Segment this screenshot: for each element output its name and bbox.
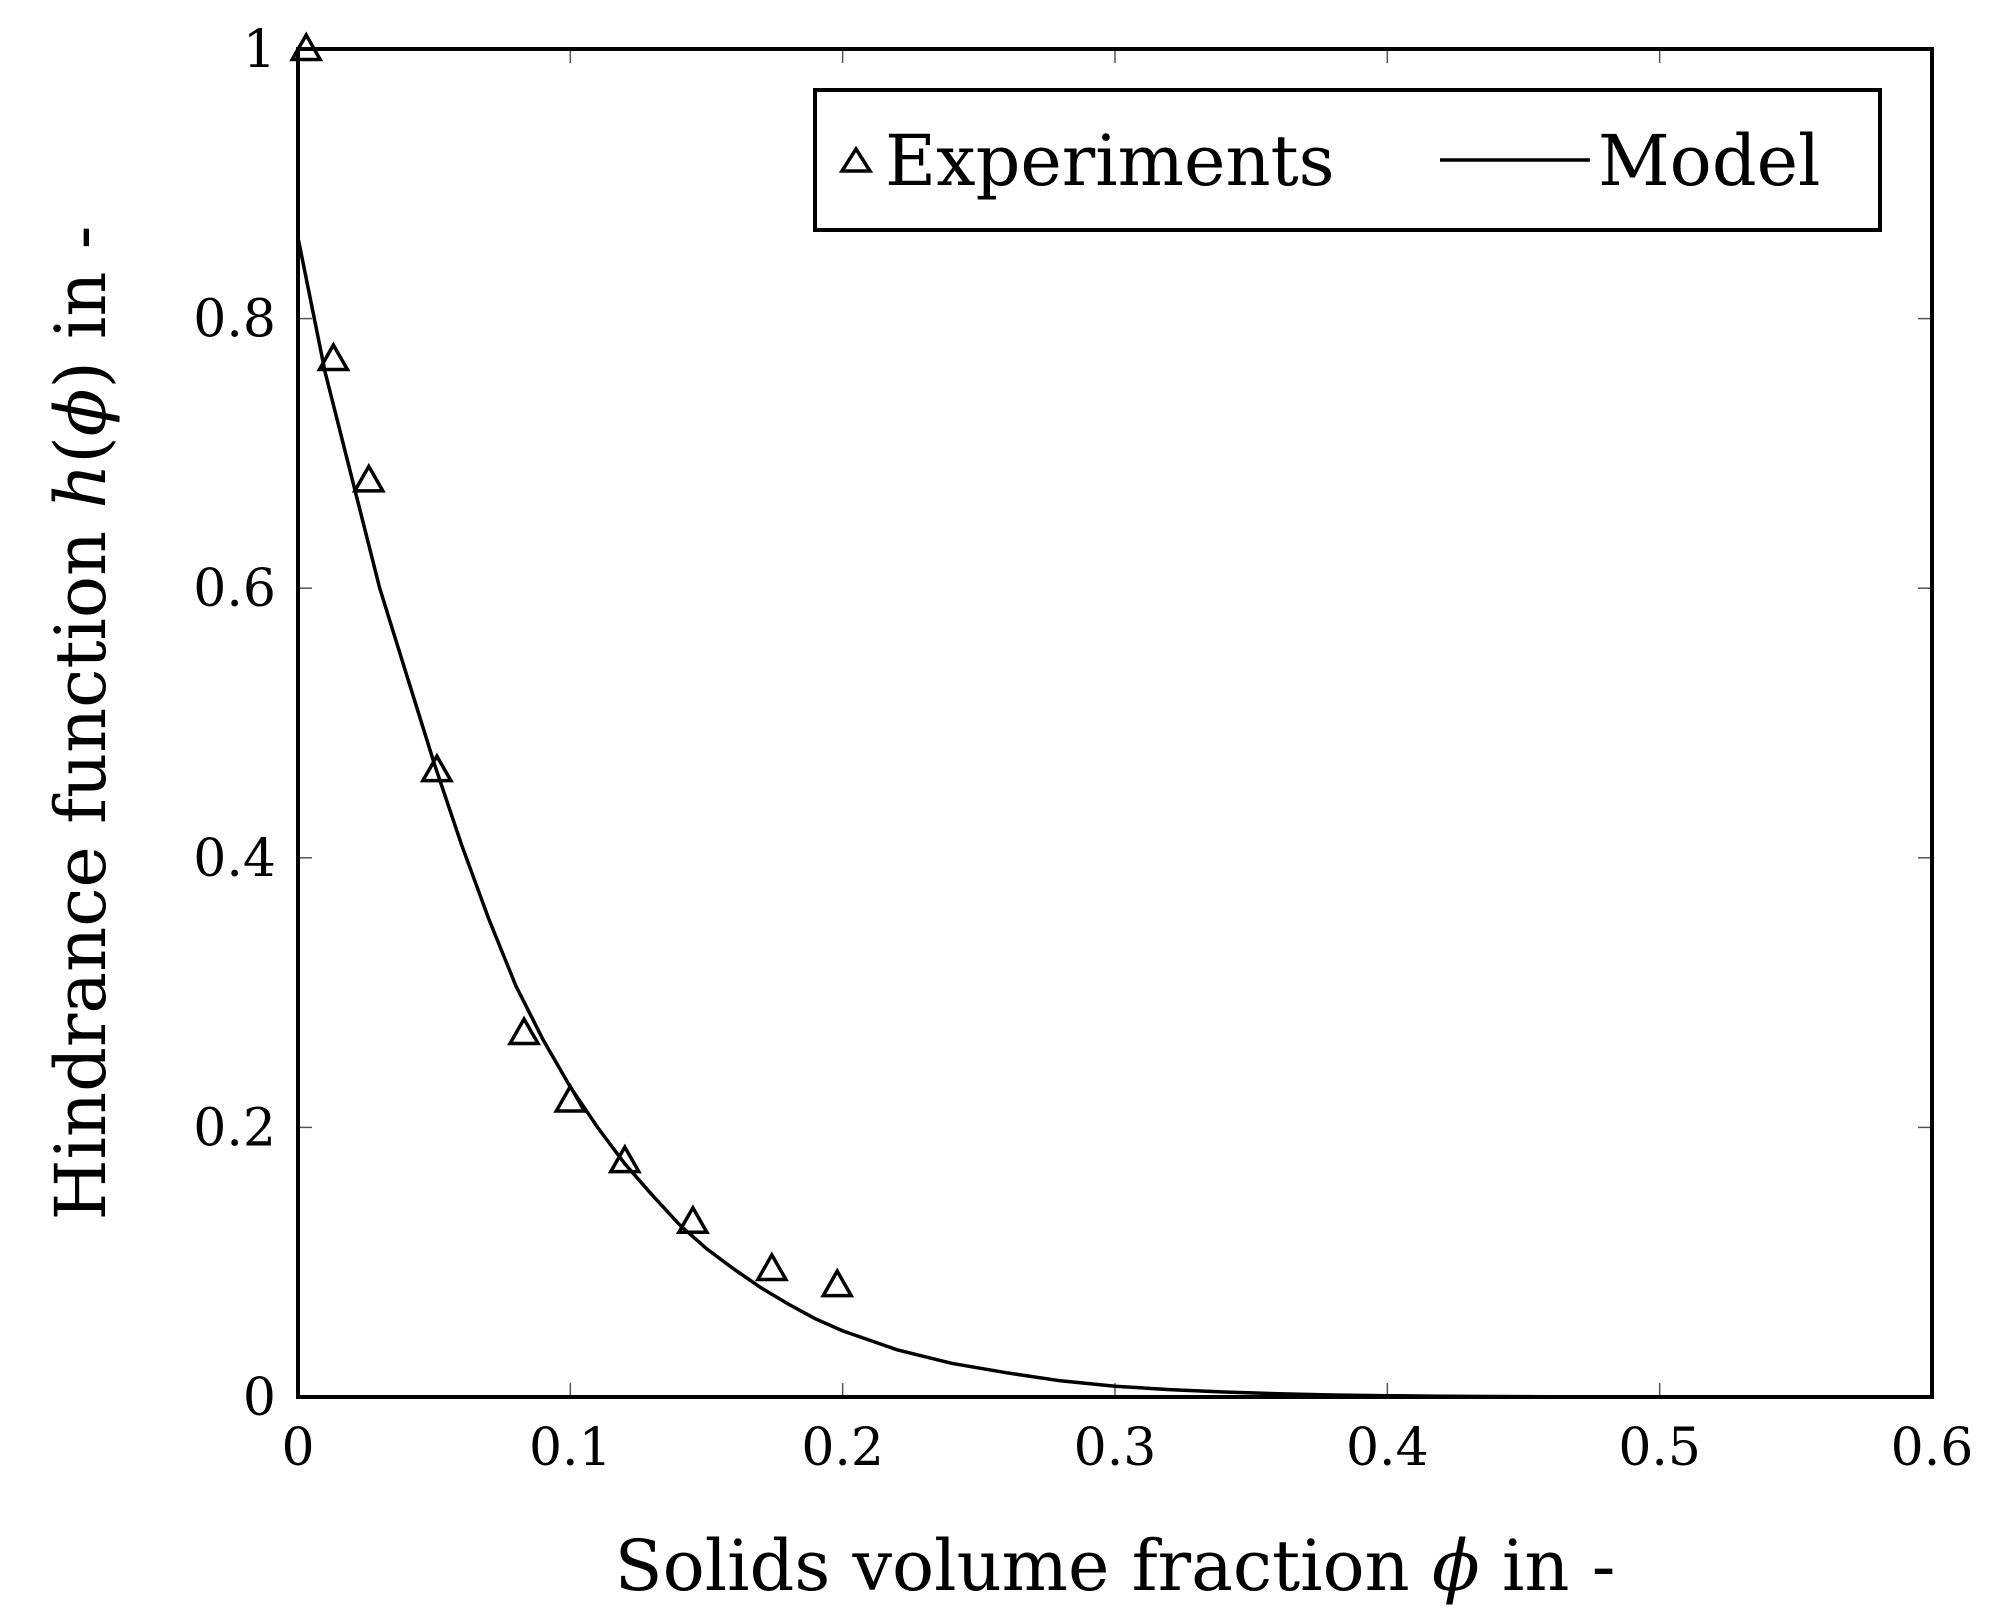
model-line xyxy=(296,237,1660,1399)
y-tick-labels: 0 0.2 0.4 0.6 0.8 1 xyxy=(193,20,276,1428)
y-tick-label: 0.6 xyxy=(193,559,276,619)
experiments-series xyxy=(289,31,855,1298)
y-tick-label: 0.2 xyxy=(193,1098,276,1158)
x-tick-label: 0.1 xyxy=(529,1418,612,1478)
x-tick-labels: 0 0.1 0.2 0.3 0.4 0.5 0.6 xyxy=(281,1418,1973,1478)
y-tick-label: 0 xyxy=(243,1368,276,1428)
experiment-point xyxy=(351,462,386,493)
experiment-point xyxy=(553,1082,588,1113)
tick-marks xyxy=(297,48,1933,1398)
x-tick-label: 0.2 xyxy=(801,1418,884,1478)
y-axis-label: Hindrance function h(ϕ) in - xyxy=(40,226,122,1221)
x-axis-label: Solids volume fraction ϕ in - xyxy=(615,1525,1616,1607)
y-tick-label: 0.8 xyxy=(193,290,276,350)
legend: Experiments Model xyxy=(813,88,1882,232)
experiment-point xyxy=(507,1015,542,1046)
legend-marker-triangle xyxy=(838,145,874,173)
model-series xyxy=(296,237,1660,1399)
experiment-point xyxy=(820,1267,855,1298)
experiment-point xyxy=(316,341,351,372)
experiment-point xyxy=(607,1143,642,1174)
experiment-point xyxy=(419,752,454,783)
x-tick-label: 0.5 xyxy=(1618,1418,1701,1478)
x-tick-label: 0.6 xyxy=(1891,1418,1974,1478)
x-tick-label: 0.3 xyxy=(1074,1418,1157,1478)
y-tick-label: 0.4 xyxy=(193,829,276,889)
legend-box xyxy=(813,88,1882,232)
x-tick-label: 0 xyxy=(281,1418,314,1478)
legend-label-experiments: Experiments xyxy=(885,120,1335,202)
experiment-point xyxy=(754,1251,789,1282)
plot-frame xyxy=(296,47,1934,1399)
legend-label-model: Model xyxy=(1598,120,1820,202)
y-tick-label: 1 xyxy=(243,20,276,80)
experiment-point xyxy=(675,1204,710,1235)
x-tick-label: 0.4 xyxy=(1346,1418,1429,1478)
